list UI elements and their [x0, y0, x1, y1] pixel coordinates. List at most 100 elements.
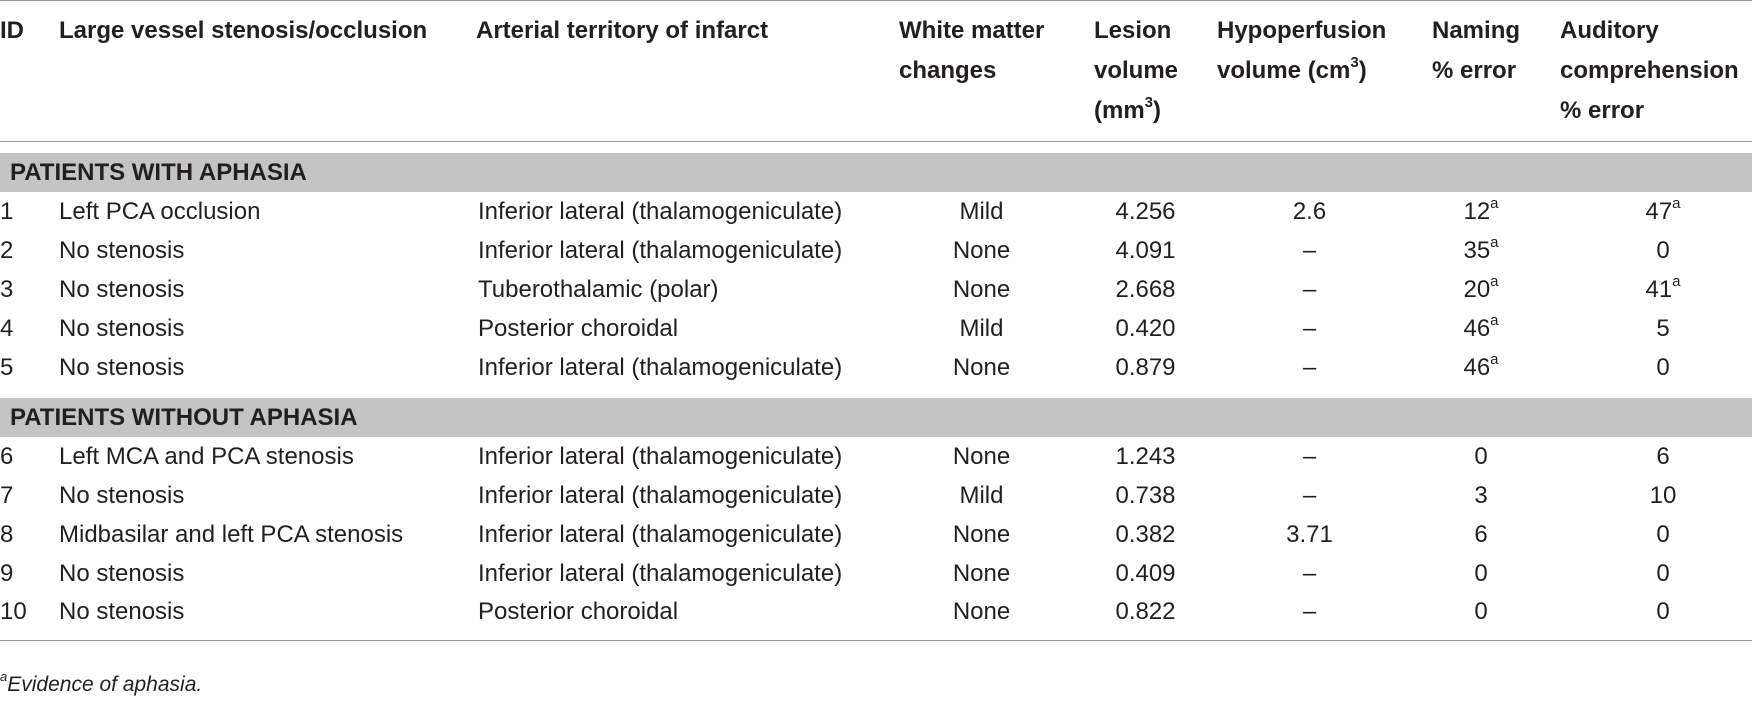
- header-line: % error: [1432, 57, 1517, 84]
- cell-white-matter-value: None: [952, 559, 1011, 587]
- cell-vessel-value: Midbasilar and left PCA stenosis: [59, 520, 404, 548]
- cell-id-value: 5: [0, 353, 14, 381]
- cell-naming-error-value: 12: [1463, 197, 1491, 225]
- cell-territory-value: Inferior lateral (thalamogeniculate): [478, 197, 843, 225]
- cell-id: 4: [0, 309, 59, 348]
- cell-naming-error-value: 6: [1474, 520, 1488, 548]
- cell-vessel-value: No stenosis: [59, 314, 185, 342]
- cell-naming-error: 20a: [1432, 270, 1560, 309]
- cell-vessel: No stenosis: [59, 231, 476, 270]
- header-line: ID: [0, 17, 24, 44]
- cell-lesion-volume: 4.091: [1094, 231, 1217, 270]
- cell-territory: Inferior lateral (thalamogeniculate): [476, 515, 899, 554]
- cell-vessel: Left MCA and PCA stenosis: [59, 437, 476, 476]
- cell-lesion-volume-value: 0.822: [1115, 598, 1176, 625]
- cell-auditory-error: 6: [1560, 437, 1752, 476]
- cell-id: 10: [0, 593, 59, 641]
- cell-white-matter: None: [899, 437, 1094, 476]
- table-row: 1 Left PCA occlusion Inferior lateral (tha…: [0, 192, 1752, 231]
- header-line: % error: [1560, 97, 1645, 124]
- header-line: Lesion: [1094, 17, 1172, 44]
- table-row: 6 Left MCA and PCA stenosis Inferior later…: [0, 437, 1752, 476]
- cell-lesion-volume-value: 0.738: [1115, 481, 1176, 509]
- cell-hypoperfusion-volume: –: [1217, 348, 1432, 387]
- cell-white-matter-value: None: [952, 275, 1011, 303]
- cell-hypoperfusion-volume-value: –: [1302, 275, 1317, 303]
- cell-lesion-volume: 4.256: [1094, 192, 1217, 231]
- cell-id: 9: [0, 554, 59, 593]
- cell-vessel: No stenosis: [59, 593, 476, 641]
- cell-white-matter: None: [899, 515, 1094, 554]
- cell-id-value: 6: [0, 442, 14, 470]
- cell-territory-value: Inferior lateral (thalamogeniculate): [478, 236, 843, 264]
- patients-table: ID Large vessel stenosis/occlusion Arteria…: [0, 0, 1752, 641]
- footnote-text: Evidence of aphasia.: [7, 673, 203, 696]
- aphasia-evidence-marker: a: [1490, 272, 1499, 290]
- cell-white-matter-value: None: [952, 598, 1011, 625]
- cell-naming-error: 35a: [1432, 231, 1560, 270]
- cell-id: 5: [0, 348, 59, 387]
- cell-naming-error: 0: [1432, 437, 1560, 476]
- gap-cell: [0, 387, 1752, 398]
- cell-hypoperfusion-volume-value: 2.6: [1292, 197, 1327, 225]
- cell-auditory-error: 47a: [1560, 192, 1752, 231]
- header-line: Naming: [1432, 17, 1521, 44]
- cell-white-matter-value: Mild: [959, 481, 1004, 509]
- table-row: 9 No stenosis Inferior lateral (thalamogen…: [0, 554, 1752, 593]
- section-header-row: PATIENTS WITH APHASIA: [0, 153, 1752, 192]
- cell-lesion-volume: 0.822: [1094, 593, 1217, 641]
- cell-white-matter: None: [899, 270, 1094, 309]
- cell-territory: Inferior lateral (thalamogeniculate): [476, 554, 899, 593]
- header-text: (mm: [1094, 97, 1145, 124]
- cell-white-matter: Mild: [899, 309, 1094, 348]
- cell-lesion-volume: 0.382: [1094, 515, 1217, 554]
- cell-auditory-error-value: 10: [1649, 481, 1677, 509]
- cell-id-value: 10: [0, 598, 27, 625]
- cell-naming-error: 0: [1432, 593, 1560, 641]
- cell-hypoperfusion-volume-value: –: [1302, 314, 1317, 342]
- cell-auditory-error-value: 41: [1645, 275, 1673, 303]
- col-territory-header: Arterial territory of infarct: [476, 1, 899, 142]
- cell-territory: Tuberothalamic (polar): [476, 270, 899, 309]
- col-hypoperfusion-volume-header: Hypoperfusion volume (cm3): [1217, 1, 1432, 142]
- cell-vessel-value: No stenosis: [59, 559, 185, 587]
- cell-hypoperfusion-volume-value: –: [1302, 442, 1317, 470]
- aphasia-evidence-marker: a: [1490, 233, 1499, 251]
- cell-lesion-volume: 1.243: [1094, 437, 1217, 476]
- cell-hypoperfusion-volume: –: [1217, 309, 1432, 348]
- cell-auditory-error-value: 0: [1656, 559, 1670, 587]
- cell-naming-error: 46a: [1432, 309, 1560, 348]
- section-gap: [0, 387, 1752, 398]
- col-id-header: ID: [0, 1, 59, 142]
- cell-lesion-volume: 0.879: [1094, 348, 1217, 387]
- cell-white-matter-value: None: [952, 520, 1011, 548]
- cell-white-matter: None: [899, 348, 1094, 387]
- cell-white-matter-value: None: [952, 353, 1011, 381]
- header-line: volume: [1094, 57, 1179, 84]
- cell-auditory-error-value: 0: [1656, 598, 1670, 625]
- header-line: (mm3): [1094, 91, 1217, 131]
- table-row: 4 No stenosis Posterior choroidal Mild 0.420…: [0, 309, 1752, 348]
- cell-territory: Posterior choroidal: [476, 593, 899, 641]
- cell-id: 1: [0, 192, 59, 231]
- cell-lesion-volume-value: 4.091: [1115, 236, 1176, 264]
- cell-white-matter: None: [899, 231, 1094, 270]
- table-row: 3 No stenosis Tuberothalamic (polar) None 2.…: [0, 270, 1752, 309]
- header-line: Auditory: [1560, 17, 1659, 44]
- section-header-row: PATIENTS WITHOUT APHASIA: [0, 398, 1752, 437]
- aphasia-evidence-marker: a: [1490, 311, 1499, 329]
- section-title: PATIENTS WITHOUT APHASIA: [0, 398, 1752, 437]
- footnote-marker: a: [0, 669, 8, 684]
- header-line: comprehension: [1560, 57, 1739, 84]
- cell-naming-error-value: 20: [1463, 275, 1491, 303]
- cell-hypoperfusion-volume: –: [1217, 437, 1432, 476]
- cell-naming-error: 12a: [1432, 192, 1560, 231]
- table-row: 2 No stenosis Inferior lateral (thalamogen…: [0, 231, 1752, 270]
- footnote: aEvidence of aphasia.: [0, 670, 203, 697]
- cell-auditory-error-value: 0: [1656, 520, 1670, 548]
- cell-vessel-value: No stenosis: [59, 275, 185, 303]
- cell-hypoperfusion-volume-value: –: [1302, 353, 1317, 381]
- cell-vessel: Midbasilar and left PCA stenosis: [59, 515, 476, 554]
- cell-auditory-error: 10: [1560, 476, 1752, 515]
- table-row: 7 No stenosis Inferior lateral (thalamogen…: [0, 476, 1752, 515]
